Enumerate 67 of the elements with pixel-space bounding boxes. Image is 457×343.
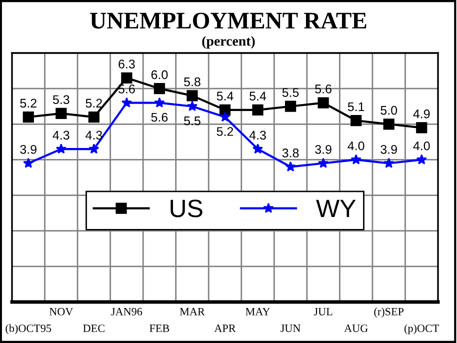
legend-label: US bbox=[170, 200, 202, 218]
data-label: 4.0 bbox=[348, 141, 364, 150]
data-label: 4.3 bbox=[249, 130, 266, 140]
point bbox=[154, 83, 166, 94]
point bbox=[318, 158, 329, 168]
data-label: 3.9 bbox=[20, 145, 36, 154]
x-tick-label: (r)SEP bbox=[374, 308, 404, 318]
point bbox=[186, 100, 198, 111]
x-tick-label: JUN bbox=[280, 324, 300, 332]
x-tick-label: JUL bbox=[314, 308, 332, 316]
point bbox=[350, 115, 362, 126]
point bbox=[154, 97, 165, 108]
data-label: 5.4 bbox=[216, 92, 234, 100]
data-label: 3.9 bbox=[315, 145, 332, 154]
data-label: 4.3 bbox=[52, 130, 70, 140]
point bbox=[252, 104, 264, 116]
data-label: 3.9 bbox=[380, 145, 397, 154]
data-label: 5.3 bbox=[52, 95, 70, 104]
point bbox=[220, 111, 230, 122]
point bbox=[186, 90, 198, 102]
data-label: 5.2 bbox=[216, 127, 234, 136]
point bbox=[384, 158, 394, 168]
point bbox=[56, 108, 67, 120]
data-label: 6.3 bbox=[118, 60, 135, 68]
x-tick-label: JAN96 bbox=[111, 308, 142, 316]
data-label: 4.0 bbox=[413, 141, 430, 150]
point bbox=[383, 118, 394, 130]
data-label: 3.8 bbox=[282, 148, 299, 158]
data-label: 5.2 bbox=[86, 98, 102, 108]
point bbox=[416, 154, 427, 164]
x-tick-label: NOV bbox=[49, 308, 74, 316]
x-tick-label: DEC bbox=[83, 324, 104, 332]
x-tick-label: APR bbox=[214, 324, 236, 332]
point bbox=[318, 97, 329, 108]
x-tick-label: MAY bbox=[246, 308, 270, 316]
data-label: 5.6 bbox=[151, 112, 168, 122]
data-label: 5.4 bbox=[250, 92, 266, 100]
point bbox=[88, 111, 100, 123]
data-label: 5.6 bbox=[315, 84, 332, 94]
x-tick-label: AUG bbox=[344, 324, 368, 332]
chart-title: UNEMPLOYMENT RATE bbox=[90, 12, 366, 29]
point bbox=[284, 100, 296, 112]
point bbox=[121, 72, 132, 84]
data-label: 5.1 bbox=[348, 102, 364, 112]
point bbox=[23, 158, 34, 168]
data-label: 5.8 bbox=[184, 77, 200, 86]
data-label: 5.5 bbox=[184, 116, 200, 126]
x-tick-label: MAR bbox=[180, 308, 205, 316]
data-label: 4.9 bbox=[413, 109, 430, 118]
point bbox=[121, 97, 132, 108]
point bbox=[88, 143, 100, 154]
data-label: 5.0 bbox=[380, 106, 398, 115]
chart-subtitle: (percent) bbox=[202, 36, 255, 49]
point bbox=[416, 122, 428, 134]
x-tick-label: FEB bbox=[150, 324, 170, 332]
point bbox=[56, 143, 66, 154]
point bbox=[285, 161, 296, 172]
point bbox=[252, 143, 264, 154]
data-label: 4.3 bbox=[86, 130, 102, 140]
point bbox=[350, 154, 362, 164]
data-label: 5.2 bbox=[20, 98, 36, 108]
data-label: 6.0 bbox=[151, 70, 168, 80]
x-tick-label: (p)OCT bbox=[404, 324, 440, 334]
point bbox=[22, 111, 34, 123]
x-tick-label: (b)OCT95 bbox=[6, 324, 52, 334]
legend-label: WY bbox=[316, 200, 356, 218]
data-label: 5.5 bbox=[282, 88, 299, 97]
